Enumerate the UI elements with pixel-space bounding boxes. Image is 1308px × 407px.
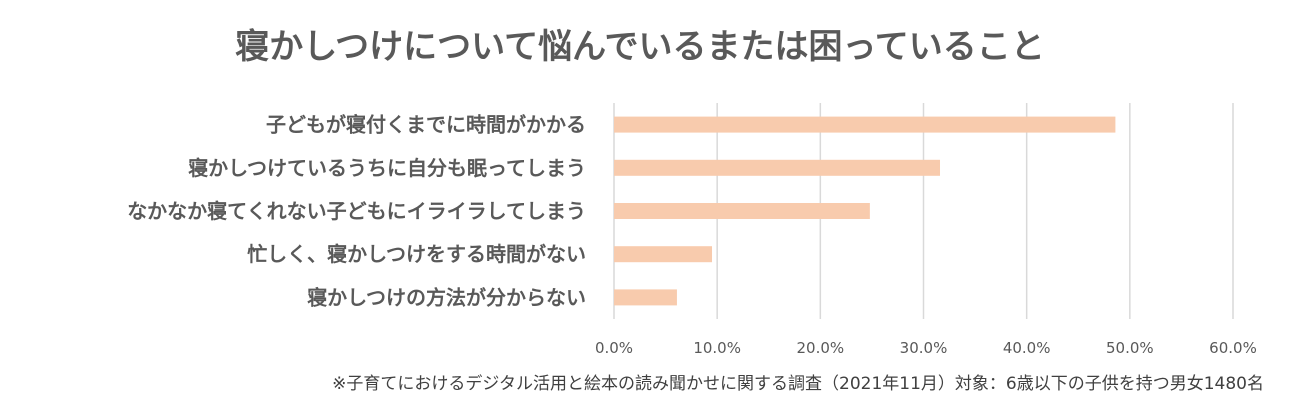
category-label: なかなか寝てくれない子どもにイライラしてしまう [127, 199, 586, 223]
bar [614, 159, 941, 176]
x-tick-label: 60.0% [1209, 339, 1257, 357]
source-note: ※子育てにおけるデジタル活用と絵本の読み聞かせに関する調査（2021年11月）対… [332, 373, 1264, 394]
bar [614, 116, 1116, 133]
x-tick-label: 20.0% [797, 339, 845, 357]
category-label: 子どもが寝付くまでに時間がかかる [266, 113, 586, 137]
category-label: 忙しく、寝かしつけをする時間がない [247, 242, 586, 266]
bar [614, 203, 870, 219]
x-tick-label: 50.0% [1106, 339, 1154, 357]
bar [614, 246, 713, 263]
x-tick-label: 40.0% [1003, 339, 1051, 357]
x-tick-label: 10.0% [693, 339, 741, 357]
category-label: 寝かしつけているうちに自分も眠ってしまう [188, 156, 586, 180]
bars [614, 116, 1116, 306]
x-axis-ticks: 0.0% 10.0% 20.0% 30.0% 40.0% 50.0% 60.0% [595, 339, 1257, 357]
chart-title: 寝かしつけについて悩んでいるまたは困っていること [235, 27, 1045, 67]
bar [614, 289, 677, 306]
x-tick-label: 0.0% [595, 339, 633, 357]
x-tick-label: 30.0% [900, 339, 948, 357]
category-labels: 子どもが寝付くまでに時間がかかる寝かしつけているうちに自分も眠ってしまうなかなか… [127, 113, 586, 310]
category-label: 寝かしつけの方法が分からない [307, 285, 586, 309]
